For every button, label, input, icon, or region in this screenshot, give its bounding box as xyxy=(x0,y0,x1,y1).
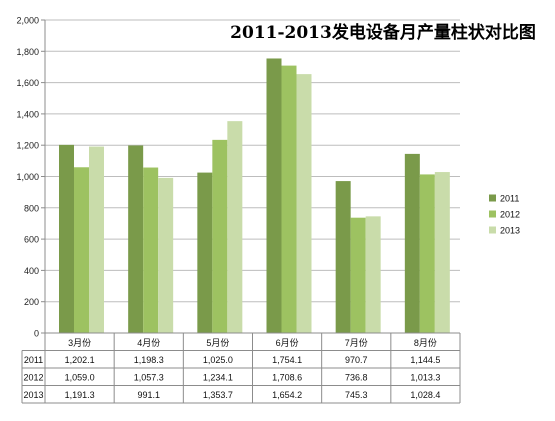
bar-2011-2 xyxy=(197,172,213,333)
table-row-header-2012: 2012 xyxy=(23,372,43,382)
data-label-2013-4: 745.3 xyxy=(345,390,368,400)
legend-swatch-2011 xyxy=(489,194,496,202)
legend-swatch-2013 xyxy=(489,226,496,234)
bar-2012-3 xyxy=(281,65,297,334)
category-label-1: 4月份 xyxy=(137,337,160,348)
bar-2012-5 xyxy=(419,174,435,333)
y-tick-label: 1,800 xyxy=(16,47,39,57)
y-tick-label: 0 xyxy=(34,329,39,339)
bar-2011-0 xyxy=(59,144,74,333)
data-label-2013-1: 991.1 xyxy=(137,390,160,400)
data-label-2013-5: 1,028.4 xyxy=(410,390,440,400)
y-tick-label: 800 xyxy=(24,203,39,213)
bar-2013-2 xyxy=(227,121,243,333)
bar-2012-2 xyxy=(212,139,228,333)
data-label-2011-3: 1,754.1 xyxy=(272,355,302,365)
bar-2011-3 xyxy=(266,58,282,334)
y-tick-label: 400 xyxy=(24,266,39,276)
data-label-2011-5: 1,144.5 xyxy=(410,355,440,365)
data-label-2013-2: 1,353.7 xyxy=(203,390,233,400)
y-tick-label: 1,000 xyxy=(16,172,39,182)
bar-2013-0 xyxy=(89,146,104,333)
bar-2011-4 xyxy=(335,181,351,333)
category-label-2: 5月份 xyxy=(206,337,229,348)
category-label-5: 8月份 xyxy=(414,337,437,348)
bar-2013-1 xyxy=(158,177,174,333)
data-label-2011-4: 970.7 xyxy=(345,355,368,365)
table-row-header-2013: 2013 xyxy=(23,390,43,400)
y-tick-label: 200 xyxy=(24,297,39,307)
data-label-2011-1: 1,198.3 xyxy=(134,355,164,365)
data-table: 3月份 4月份 5月份 6月份 7月份 8月份 2011 1,202.1 1,198.3 1,02… xyxy=(21,333,461,404)
chart-title: 2011-2013发电设备月产量柱状对比图 xyxy=(230,22,536,43)
data-label-2012-2: 1,234.1 xyxy=(203,372,233,382)
data-label-2012-0: 1,059.0 xyxy=(65,372,95,382)
bar-2012-4 xyxy=(350,217,366,333)
data-label-2012-1: 1,057.3 xyxy=(134,372,164,382)
legend-label-2011: 2011 xyxy=(500,194,519,204)
data-label-2013-3: 1,654.2 xyxy=(272,390,302,400)
legend: 2011 2012 2013 xyxy=(489,194,520,236)
y-tick-label: 2,000 xyxy=(16,16,39,26)
bars xyxy=(59,58,450,334)
data-label-2011-2: 1,025.0 xyxy=(203,355,233,365)
y-tick-label: 1,600 xyxy=(16,78,39,88)
bar-2011-1 xyxy=(128,145,144,333)
bar-2011-5 xyxy=(404,153,420,333)
gridlines xyxy=(45,19,460,303)
data-label-2012-3: 1,708.6 xyxy=(272,372,302,382)
data-label-2012-4: 736.8 xyxy=(345,372,368,382)
bar-2012-1 xyxy=(143,167,159,333)
bar-2012-0 xyxy=(74,167,89,333)
data-label-2013-0: 1,191.3 xyxy=(65,390,95,400)
table-row-header-2011: 2011 xyxy=(24,355,43,365)
data-label-2012-5: 1,013.3 xyxy=(410,372,440,382)
bar-2013-3 xyxy=(296,74,312,333)
category-label-0: 3月份 xyxy=(68,337,91,348)
legend-label-2013: 2013 xyxy=(500,226,520,236)
y-tick-label: 1,200 xyxy=(16,141,39,151)
y-tick-label: 600 xyxy=(24,235,39,245)
bar-2013-4 xyxy=(365,216,381,333)
bar-2013-5 xyxy=(434,172,450,333)
legend-label-2012: 2012 xyxy=(500,210,520,220)
category-label-3: 6月份 xyxy=(276,337,299,348)
data-label-2011-0: 1,202.1 xyxy=(65,355,95,365)
category-label-4: 7月份 xyxy=(345,337,368,348)
legend-swatch-2012 xyxy=(489,210,496,218)
y-tick-label: 1,400 xyxy=(16,109,39,119)
